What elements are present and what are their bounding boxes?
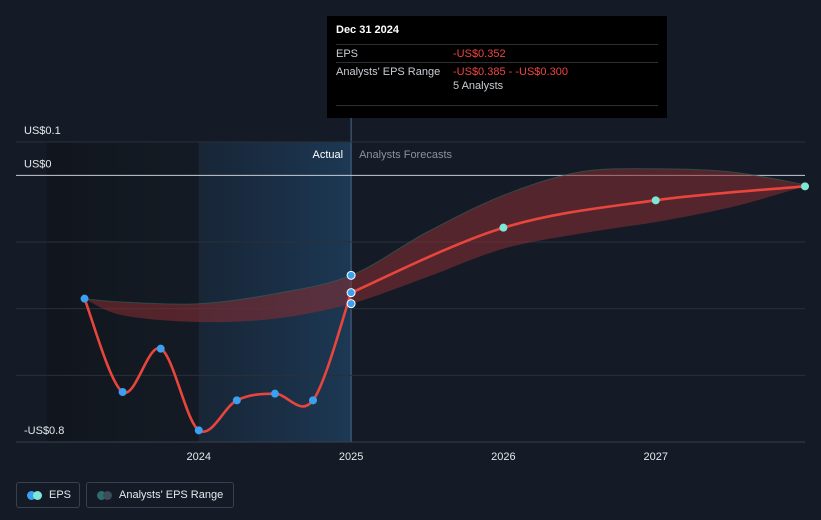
range-upper-edge bbox=[84, 168, 806, 305]
tooltip-eps-row: EPS -US$0.352 bbox=[336, 44, 658, 62]
actual-label: Actual bbox=[313, 149, 344, 161]
eps-legend-icon bbox=[27, 490, 42, 500]
eps-point bbox=[118, 388, 127, 396]
analysts-range-band bbox=[84, 168, 805, 323]
legend-eps-label: EPS bbox=[49, 489, 72, 501]
forecast-label: Analysts Forecasts bbox=[359, 149, 452, 161]
x-tick-label: 2027 bbox=[643, 451, 667, 463]
tooltip-range-label: Analysts' EPS Range bbox=[336, 65, 441, 78]
x-tick-label: 2024 bbox=[187, 451, 211, 463]
tooltip-range-value: -US$0.385 - -US$0.300 bbox=[453, 65, 568, 78]
eps-highlight-point bbox=[346, 288, 356, 298]
eps-highlight-point bbox=[346, 299, 356, 309]
eps-point bbox=[309, 396, 318, 405]
y-tick-label: -US$0.8 bbox=[24, 425, 64, 437]
x-tick-label: 2025 bbox=[339, 451, 363, 463]
eps-point bbox=[270, 389, 279, 398]
eps-point bbox=[156, 344, 165, 353]
y-tick-label: US$0 bbox=[24, 158, 52, 170]
past-region bbox=[46, 142, 199, 442]
eps-tooltip: Dec 31 2024 EPS -US$0.352 Analysts' EPS … bbox=[327, 16, 667, 118]
legend-eps-range[interactable]: Analysts' EPS Range bbox=[86, 482, 234, 508]
eps-line-forecast bbox=[349, 185, 807, 294]
tooltip-range-row: Analysts' EPS Range -US$0.385 - -US$0.30… bbox=[336, 62, 658, 80]
tooltip-eps-value: -US$0.352 bbox=[453, 47, 506, 60]
tooltip-analysts-count: 5 Analysts bbox=[453, 80, 504, 92]
eps-point bbox=[194, 426, 203, 435]
x-tick-label: 2026 bbox=[491, 451, 515, 463]
eps-point bbox=[80, 294, 89, 303]
y-tick-label: US$0.1 bbox=[24, 125, 61, 137]
legend-eps[interactable]: EPS bbox=[16, 482, 80, 508]
tooltip-divider bbox=[336, 105, 658, 106]
eps-highlight-point bbox=[346, 270, 356, 280]
forecast-point bbox=[651, 196, 660, 205]
forecast-point bbox=[499, 223, 508, 232]
range-legend-icon bbox=[97, 490, 112, 500]
eps-point bbox=[232, 396, 241, 405]
forecast-point bbox=[801, 182, 809, 191]
tooltip-eps-label: EPS bbox=[336, 47, 359, 60]
tooltip-date: Dec 31 2024 bbox=[336, 24, 399, 36]
legend-range-label: Analysts' EPS Range bbox=[119, 489, 224, 501]
